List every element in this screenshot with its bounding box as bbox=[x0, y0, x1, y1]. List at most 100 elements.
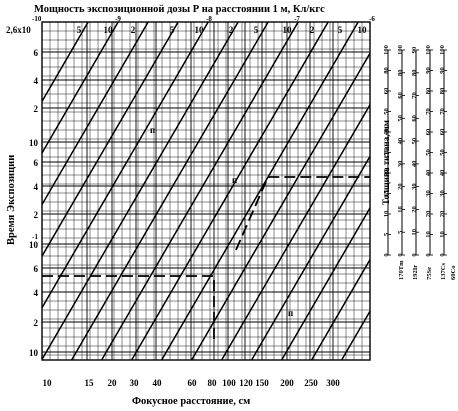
exposure-line bbox=[42, 22, 210, 310]
left-axis-tick-label: 4 bbox=[34, 76, 39, 86]
right-scale-tick-label: 60 bbox=[397, 92, 404, 99]
right-scale-tick-label: 0 bbox=[439, 253, 446, 256]
left-axis-tick-label: 6 bbox=[34, 48, 39, 58]
right-scale-tick-label: 40 bbox=[439, 170, 446, 177]
right-scale-tick-label: 5 bbox=[397, 230, 404, 234]
exposure-line bbox=[160, 22, 360, 360]
right-scale-tick-label: 90 bbox=[411, 47, 418, 54]
right-scale-tick-label: 20 bbox=[397, 183, 404, 190]
left-axis-tick-label: 2 bbox=[34, 318, 39, 328]
right-scale-tick-label: 10 bbox=[425, 231, 432, 238]
right-scale-tick-label: 30 bbox=[411, 183, 418, 190]
right-scale-tick-label: 50 bbox=[411, 138, 418, 145]
exposure-line bbox=[130, 22, 330, 360]
bottom-axis-tick-label: 40 bbox=[153, 378, 163, 388]
exposure-line bbox=[70, 22, 270, 360]
right-scale-tick-label: 40 bbox=[411, 161, 418, 168]
exposure-line bbox=[450, 0, 458, 380]
bottom-axis-ticks: 10 15 20 30 40 60 80 100 120 150 200 250 300 bbox=[43, 378, 341, 388]
x-axis-label: Фокусное расстояние, см bbox=[132, 396, 250, 407]
right-scale-tick-label: 50 bbox=[425, 149, 432, 156]
top-axis-tick-label: 5 bbox=[338, 25, 343, 35]
left-axis-tick-label: 10 bbox=[29, 348, 39, 358]
top-axis-tick-label: 2 bbox=[310, 25, 315, 35]
plot-frame bbox=[41, 21, 371, 361]
grid-lines bbox=[41, 22, 371, 360]
bottom-axis-tick-label: 250 bbox=[304, 378, 318, 388]
top-axis-tick-exponent: -6 bbox=[369, 15, 375, 23]
right-scale-tick-label: 60 bbox=[383, 88, 390, 95]
bottom-axis-tick-label: 15 bbox=[85, 378, 95, 388]
top-axis-tick-label: 5 bbox=[77, 25, 82, 35]
right-scale-tick-label: 90 bbox=[439, 67, 446, 74]
bottom-axis-tick-label: 100 bbox=[222, 378, 236, 388]
bottom-axis-tick-label: 80 bbox=[208, 378, 218, 388]
top-axis-tick-label: 10 bbox=[104, 25, 114, 35]
chart-title: Мощность экспозиционной дозы Р на рассто… bbox=[34, 4, 325, 15]
exposure-line bbox=[42, 22, 180, 258]
right-scale-name: Толщина титана, мм bbox=[381, 120, 391, 205]
left-axis-tick-label: 2 bbox=[34, 210, 39, 220]
right-scale-tick-label: 50 bbox=[397, 115, 404, 122]
y-axis-label: Время Экспозиции bbox=[6, 155, 17, 245]
right-scale-tick-label: 20 bbox=[439, 211, 446, 218]
right-scale-tick-label: 80 bbox=[439, 88, 446, 95]
top-axis-tick-exponent: -8 bbox=[206, 15, 212, 23]
bottom-axis-tick-label: 150 bbox=[255, 378, 269, 388]
top-axis-ticks: 5 10-92 5 10-82 5 10-72 5 10-6 bbox=[77, 15, 376, 35]
right-scale-tick-label: 100 bbox=[397, 45, 404, 55]
right-scale-tick-label: 80 bbox=[411, 70, 418, 77]
right-scale-tick-label: 60 bbox=[439, 129, 446, 136]
top-axis-tick-label: 10 bbox=[195, 25, 205, 35]
right-scale-name: 137Cs bbox=[440, 263, 447, 280]
right-scale-tick-label: 40 bbox=[397, 138, 404, 145]
right-scale-tick-label: 50 bbox=[439, 149, 446, 156]
left-axis-tick-label: 6 bbox=[34, 264, 39, 274]
right-scale-tick-label: 10 bbox=[383, 211, 390, 218]
right-scale-tick-label: 30 bbox=[439, 190, 446, 197]
example-path-low bbox=[42, 275, 215, 344]
right-scale-tick-label: 20 bbox=[383, 170, 390, 177]
exposure-line bbox=[42, 22, 120, 155]
exposure-line bbox=[250, 154, 370, 360]
right-scale-tick-label: 100 bbox=[383, 45, 390, 55]
right-scale-tick-label: 80 bbox=[397, 70, 404, 77]
exposure-line bbox=[280, 206, 370, 360]
exposure-line bbox=[42, 22, 150, 207]
right-scale-tick-label: 30 bbox=[425, 190, 432, 197]
right-scale-tick-label: 100 bbox=[439, 45, 446, 55]
bottom-axis-tick-label: 200 bbox=[280, 378, 294, 388]
exposure-line bbox=[42, 22, 90, 103]
right-scale-name: 75Se bbox=[426, 267, 433, 280]
right-scale-tick-label: 10 bbox=[397, 206, 404, 213]
right-scale-tick-label: 20 bbox=[411, 206, 418, 213]
left-axis-tick-label: 2 bbox=[34, 104, 39, 114]
right-scale-tick-label: 0 bbox=[397, 253, 404, 256]
bottom-axis-tick-label: 60 bbox=[188, 378, 198, 388]
right-scale-tick-label: 30 bbox=[397, 161, 404, 168]
right-scale-tick-label: 10 bbox=[439, 231, 446, 238]
exposure-line bbox=[340, 309, 370, 360]
exposure-lines bbox=[42, 0, 458, 380]
example-path bbox=[42, 176, 370, 344]
left-axis-tick-label: 10 bbox=[29, 240, 39, 250]
top-axis-tick-exponent: -9 bbox=[115, 15, 121, 23]
right-scale-tick-label: 40 bbox=[425, 170, 432, 177]
region-label: п bbox=[150, 125, 155, 135]
exposure-line bbox=[100, 22, 300, 360]
right-scale-tick-label: 30 bbox=[383, 149, 390, 156]
right-scale-tick-label: 0 bbox=[411, 253, 418, 256]
bottom-axis-tick-label: 20 bbox=[108, 378, 118, 388]
example-path-high bbox=[235, 176, 370, 251]
top-axis-first-exponent: -10 bbox=[32, 15, 42, 23]
exposure-line bbox=[220, 103, 370, 360]
right-scale-tick-label: 70 bbox=[411, 92, 418, 99]
top-axis-tick-label: 10 bbox=[358, 25, 368, 35]
right-scale-tick-label: 70 bbox=[425, 108, 432, 115]
top-axis-tick-label: 5 bbox=[254, 25, 259, 35]
right-scale-tick-label: 15 bbox=[383, 190, 390, 197]
exposure-line bbox=[310, 258, 370, 360]
top-axis-tick-label: 2 bbox=[131, 25, 136, 35]
